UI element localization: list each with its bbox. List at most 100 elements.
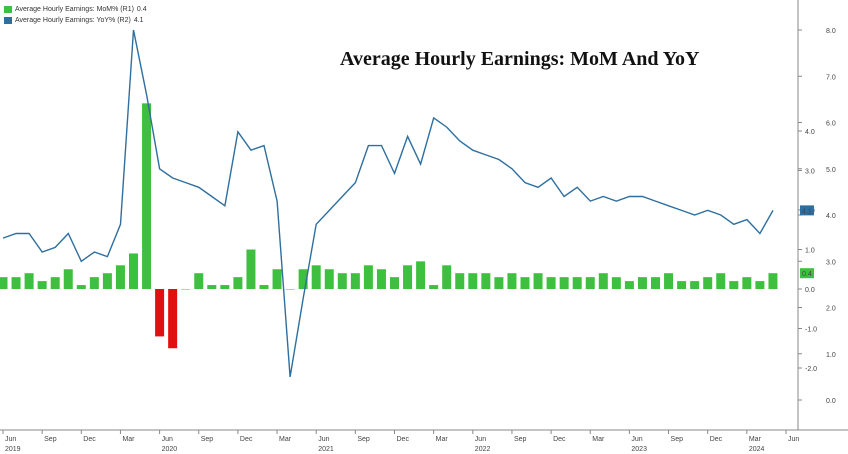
legend-label-yoy: Average Hourly Earnings: YoY% (R2) [15,17,131,24]
bar [768,273,778,289]
bar [572,277,582,289]
bar [298,269,308,289]
bar [102,273,112,289]
x-tick-label-month: Jun [318,436,329,443]
x-tick-label-year: 2019 [5,446,21,453]
bar [376,269,386,289]
bar [11,277,21,289]
bar [507,273,517,289]
r2-tick-label: 7.0 [826,74,836,81]
bar [363,265,373,289]
r2-tick-label: 1.0 [826,352,836,359]
bar [129,253,138,289]
r1-tick-label: 1.0 [805,248,815,255]
bar [611,277,621,289]
bar [403,265,413,289]
bar [0,277,8,289]
x-tick-label-month: Dec [710,436,723,443]
x-tick-label-month: Mar [436,436,449,443]
mom-last-label-bg [800,268,814,279]
r2-tick-label: 5.0 [826,167,836,174]
bar [585,277,595,289]
bar [350,273,360,289]
bar [598,273,608,289]
yoy-last-label-bg [800,205,814,216]
bar [520,277,530,289]
x-tick-label-month: Dec [397,436,410,443]
x-tick-label-month: Jun [475,436,486,443]
bar [76,285,86,289]
chart-title: Average Hourly Earnings: MoM And YoY [340,48,700,70]
bar [546,277,556,289]
legend-item-mom: Average Hourly Earnings: MoM% (R1) 0.4 [4,4,147,15]
yoy-line [2,29,774,378]
r1-tick-label: 3.0 [805,169,815,176]
x-tick-label-month: Sep [44,436,57,443]
legend: Average Hourly Earnings: MoM% (R1) 0.4 A… [4,4,147,26]
bar [742,277,752,289]
bar [207,285,217,289]
bar [755,281,765,289]
bar [194,273,204,289]
bar [220,285,230,289]
bar [115,265,125,289]
bar [429,285,439,289]
r1-tick-label: 0.0 [805,287,815,294]
x-tick-label-month: Dec [83,436,96,443]
bar [559,277,569,289]
bar [337,273,347,289]
x-tick-label-year: 2021 [318,446,334,453]
bar [37,281,47,289]
x-tick-label-month: Sep [201,436,214,443]
r2-tick-label: 4.0 [826,213,836,220]
bar [442,265,452,289]
bar [729,281,739,289]
bar [455,273,465,289]
bar [285,289,295,290]
x-tick-label-month: Dec [240,436,253,443]
r2-tick-label: 3.0 [826,259,836,266]
bar [390,277,399,289]
bar [142,103,152,289]
bar [324,269,334,289]
mom-last-label: 0.4 [802,271,812,278]
r1-tick-label: -2.0 [805,366,817,373]
x-tick-label-month: Sep [514,436,527,443]
bar [168,289,178,349]
bar [259,285,269,289]
bar [664,273,674,289]
x-tick-label-year: 2023 [631,446,647,453]
bar [690,281,700,289]
bar [716,273,726,289]
x-tick-label-year: 2022 [475,446,491,453]
bar [651,277,660,289]
bar [24,273,34,289]
bar [311,265,321,289]
bar [637,277,647,289]
legend-swatch-yoy [4,17,12,24]
bar [63,269,73,289]
legend-value-mom: 0.4 [136,6,147,13]
x-tick-label-month: Jun [631,436,642,443]
bar [703,277,713,289]
bar [50,277,60,289]
x-tick-label-month: Mar [749,436,762,443]
x-tick-label-month: Jun [162,436,173,443]
bar [533,273,543,289]
x-tick-label-month: Mar [592,436,605,443]
x-tick-label-year: 2024 [749,446,765,453]
bar [181,289,191,290]
r2-tick-label: 0.0 [826,398,836,405]
x-tick-label-month: Mar [122,436,135,443]
yoy-last-label: 4.1 [802,208,812,215]
bar [246,249,256,289]
bar [677,281,687,289]
bar [468,273,478,289]
bar [155,289,165,337]
bar [494,277,504,289]
x-tick-label-month: Mar [279,436,292,443]
bar [233,277,243,289]
bar [89,277,99,289]
x-tick-label-month: Sep [357,436,370,443]
